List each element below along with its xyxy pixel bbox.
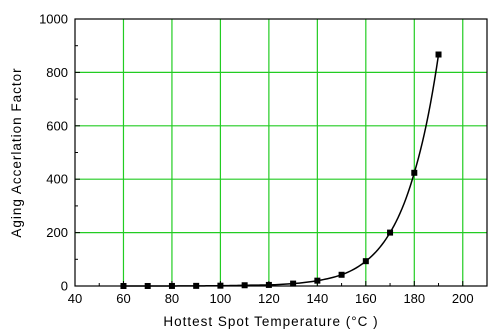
y-tick-label: 600	[46, 118, 68, 133]
data-point	[387, 229, 394, 236]
y-tick-label: 800	[46, 65, 68, 80]
data-point	[338, 271, 345, 278]
y-tick-label: 200	[46, 225, 68, 240]
data-point	[362, 258, 369, 265]
x-tick-label: 200	[452, 291, 474, 306]
x-tick-label: 60	[116, 291, 130, 306]
fitted-curve	[123, 54, 440, 287]
axis-ticks	[74, 18, 464, 287]
y-axis-title: Aging Accerlation Factor	[9, 67, 24, 237]
y-tick-label: 1000	[39, 12, 68, 27]
x-axis-title: Hottest Spot Temperature (°C )	[163, 314, 378, 329]
data-point	[411, 169, 418, 176]
x-tick-label: 140	[307, 291, 329, 306]
x-tick-label: 180	[403, 291, 425, 306]
x-tick-label: 40	[68, 291, 82, 306]
x-tick-label: 100	[210, 291, 232, 306]
y-tick-label: 400	[46, 172, 68, 187]
data-point	[314, 277, 321, 284]
x-tick-label: 80	[165, 291, 179, 306]
x-tick-label: 120	[258, 291, 280, 306]
plot-frame	[74, 18, 488, 287]
grid-lines	[75, 19, 487, 286]
y-tick-labels: 0 200 400 600 800 1000	[39, 12, 68, 294]
x-tick-label: 160	[355, 291, 377, 306]
data-markers	[120, 51, 442, 289]
x-tick-labels: 40 60 80 100 120 140 160 180 200	[68, 291, 474, 306]
y-tick-label: 0	[61, 279, 68, 294]
data-point	[435, 51, 442, 58]
